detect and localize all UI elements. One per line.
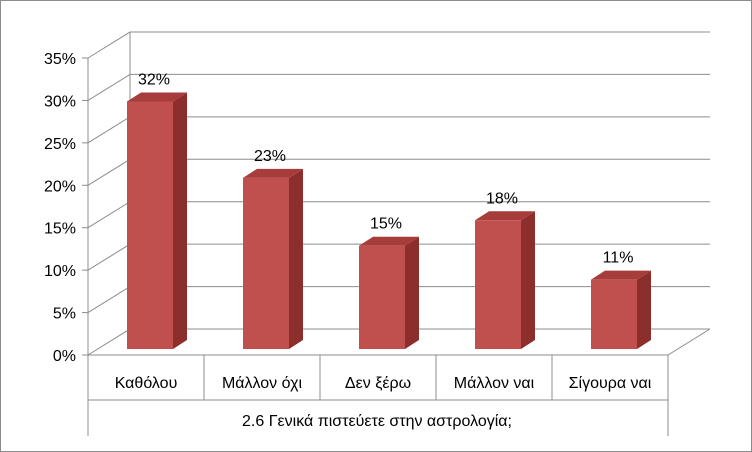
bar-3	[359, 236, 419, 349]
bar-side	[405, 236, 419, 349]
bar-5	[591, 270, 651, 349]
bar-top	[127, 92, 187, 102]
bar-side	[521, 211, 535, 349]
bar-side	[173, 92, 187, 349]
y-tick-label: 30%	[44, 93, 76, 110]
category-label: Δεν ξέρω	[345, 375, 411, 392]
data-label: 32%	[138, 71, 170, 88]
bar-side	[289, 168, 303, 349]
data-label: 23%	[254, 148, 286, 165]
bar-front	[359, 245, 405, 349]
category-label: Καθόλου	[115, 375, 178, 392]
bar-2	[243, 168, 303, 349]
bar-top	[475, 211, 535, 221]
y-tick-label: 0%	[53, 348, 76, 365]
category-axis: Καθόλου Μάλλον όχι Δεν ξέρω Μάλλον ναι Σίγου…	[87, 355, 669, 436]
y-tick-label: 15%	[44, 221, 76, 238]
data-label: 11%	[603, 250, 634, 267]
bar-front	[243, 177, 289, 349]
y-tick-label: 25%	[44, 136, 76, 153]
bar-front	[591, 279, 637, 349]
category-label: Μάλλον όχι	[222, 375, 303, 392]
bar-1	[127, 92, 187, 349]
bar-front	[127, 101, 173, 349]
category-label: Μάλλον ναι	[454, 375, 535, 392]
bar-front	[475, 220, 521, 349]
gridline	[87, 31, 710, 59]
y-tick-label: 5%	[53, 306, 76, 323]
bars	[127, 92, 651, 349]
bar-side	[637, 270, 651, 349]
bar-top	[591, 270, 651, 280]
data-label: 15%	[370, 216, 402, 233]
category-label: Σίγουρα ναι	[569, 375, 652, 392]
y-axis-ticks: 0% 5% 10% 15% 20% 25% 30% 35%	[44, 51, 76, 365]
bar-top	[359, 236, 419, 246]
y-tick-label: 35%	[44, 51, 76, 68]
bar-4	[475, 211, 535, 349]
data-label: 18%	[486, 190, 518, 207]
y-tick-label: 10%	[44, 263, 76, 280]
y-tick-label: 20%	[44, 178, 76, 195]
data-labels: 32% 23% 15% 18% 11%	[138, 71, 633, 266]
bar-top	[243, 168, 303, 178]
x-axis-title: 2.6 Γενικά πιστεύετε στην αστρολογία;	[242, 413, 512, 430]
gridline	[87, 73, 710, 101]
